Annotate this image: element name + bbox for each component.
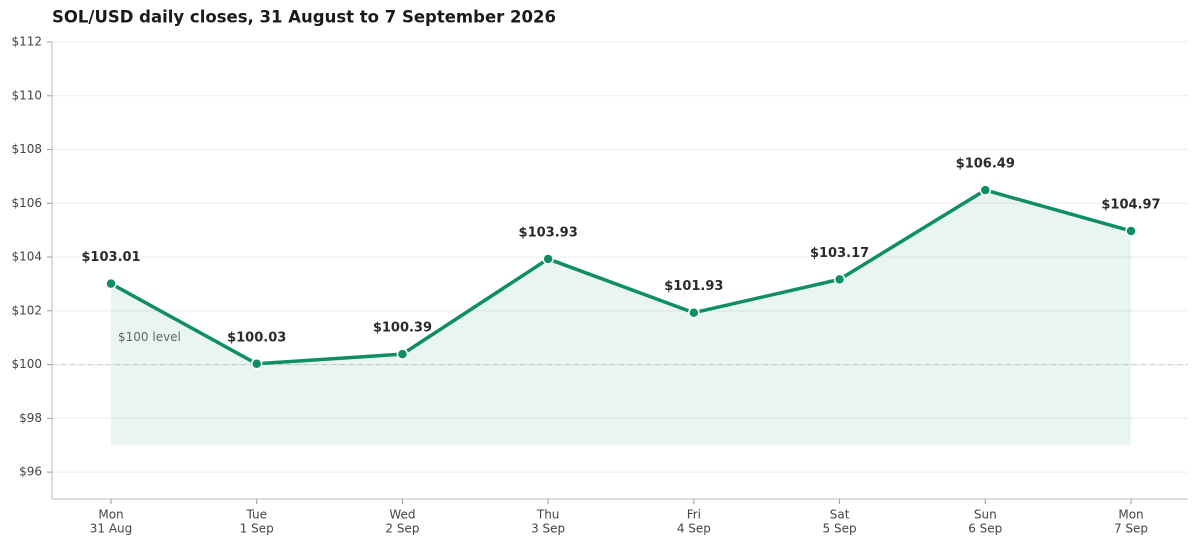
value-label: $106.49	[956, 157, 1015, 172]
value-label: $103.17	[810, 246, 869, 261]
y-tick-label: $102	[11, 303, 42, 317]
point	[250, 358, 263, 370]
point	[979, 184, 992, 196]
line	[110, 188, 1132, 366]
x-tick-label: 1 Sep	[240, 522, 274, 536]
chart-title: SOL/USD daily closes, 31 August to 7 Sep…	[52, 8, 556, 27]
point	[105, 277, 117, 290]
x-tick-label: 2 Sep	[385, 522, 419, 536]
y-tick-label: $100	[11, 357, 42, 371]
y-tick-label: $106	[11, 196, 42, 210]
x-tick-label: Fri	[687, 508, 701, 522]
x-tick-label: 3 Sep	[531, 522, 565, 536]
value-label: $103.01	[81, 250, 140, 265]
area	[111, 190, 1131, 446]
point	[1125, 225, 1137, 237]
value-label: $101.93	[664, 279, 723, 294]
y-tick-label: $110	[11, 88, 42, 102]
point	[542, 253, 554, 265]
x-tick-label: Tue	[245, 508, 267, 522]
x-tick-label: Sun	[974, 508, 997, 522]
x-tick-label: Mon	[1118, 508, 1143, 522]
value-label: $103.93	[519, 225, 578, 240]
y-tick-label: $98	[19, 411, 42, 425]
y-tick-label: $104	[11, 250, 42, 264]
x-tick-label: 5 Sep	[823, 522, 857, 536]
y-tick-label: $108	[11, 142, 42, 156]
x-tick-label: 6 Sep	[968, 522, 1002, 536]
x-tick-label: Sat	[830, 508, 850, 522]
point	[833, 273, 846, 286]
x-tick-label: Wed	[389, 508, 415, 522]
y-tick-label: $112	[11, 35, 42, 49]
reference-label: $100 level	[118, 330, 181, 344]
x-tick-label: Thu	[536, 508, 560, 522]
x-tick-label: 31 Aug	[90, 522, 133, 536]
y-tick-label: $96	[19, 465, 42, 479]
point	[688, 306, 700, 319]
x-tick-label: 7 Sep	[1114, 522, 1148, 536]
value-label: $104.97	[1101, 197, 1160, 212]
x-tick-label: Mon	[98, 508, 123, 522]
value-label: $100.03	[227, 330, 286, 345]
point	[396, 348, 409, 360]
x-tick-label: 4 Sep	[677, 522, 711, 536]
value-label: $100.39	[373, 321, 432, 336]
